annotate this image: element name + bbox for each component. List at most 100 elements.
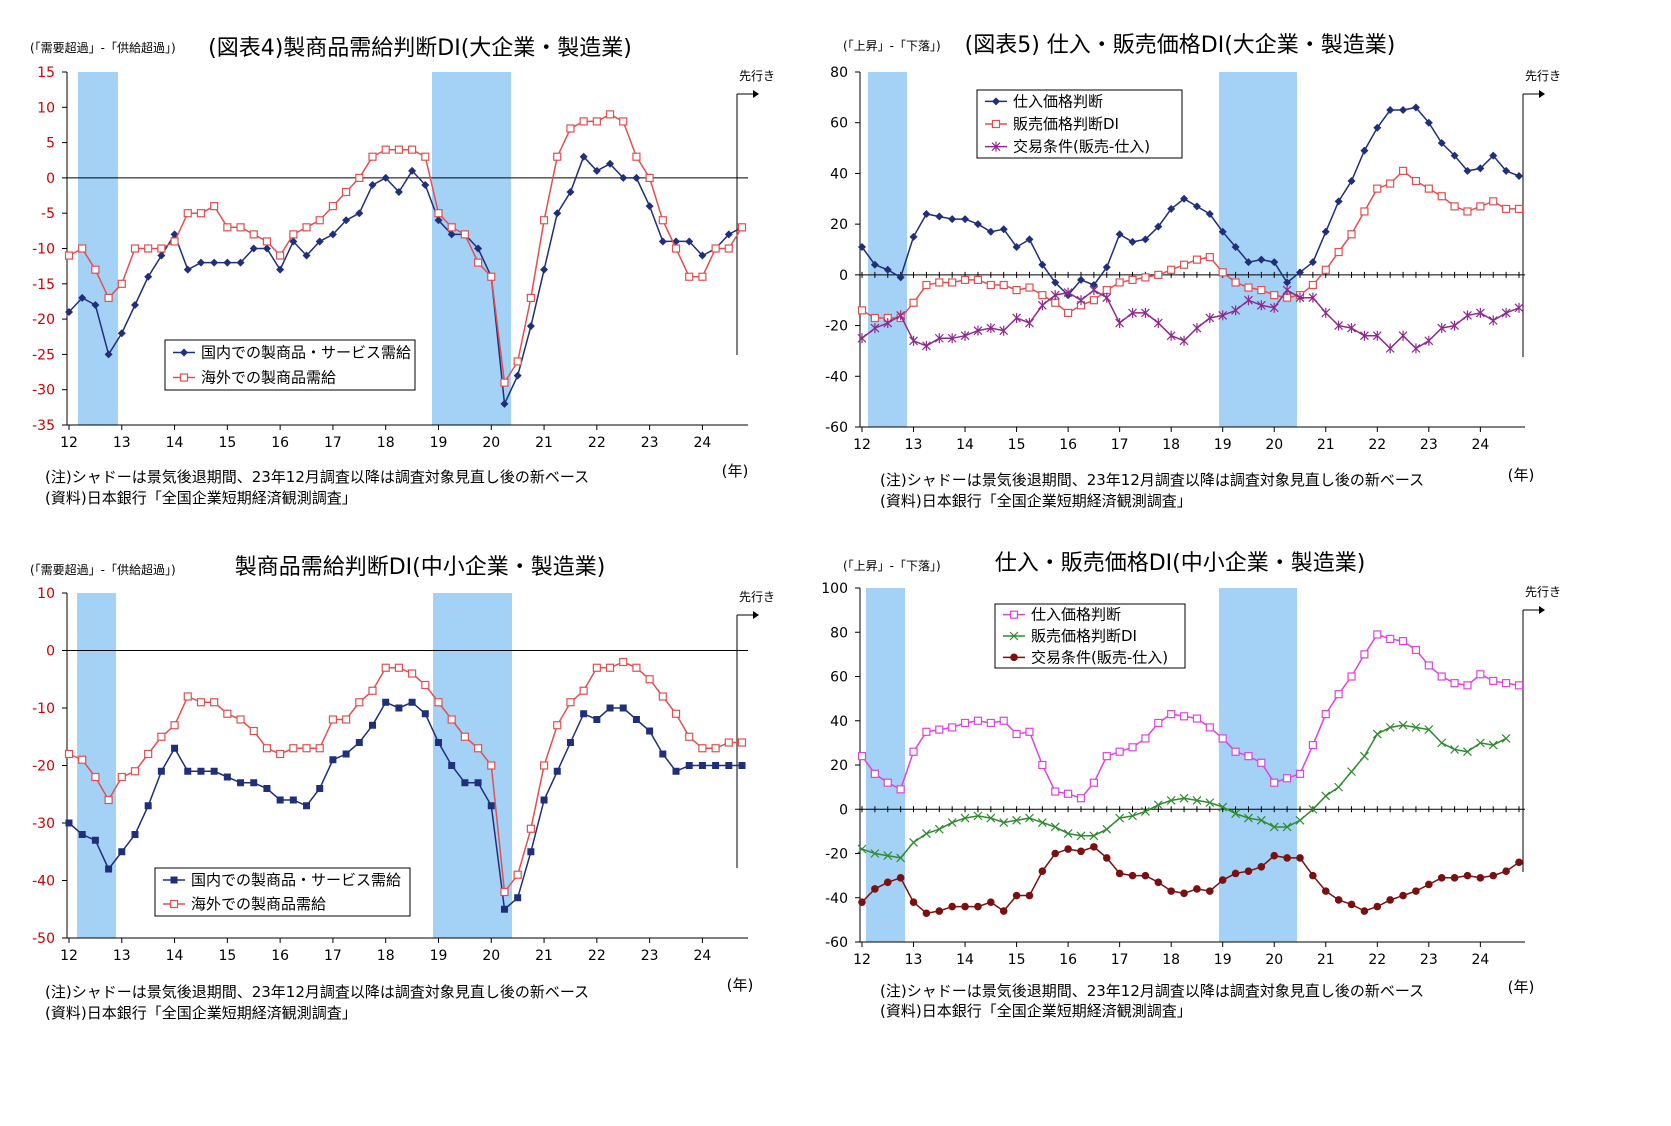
data-point [394, 145, 404, 154]
data-point [999, 280, 1008, 290]
data-point [553, 767, 561, 775]
data-point [992, 97, 1000, 106]
data-point [671, 709, 681, 718]
chart-panel-large-supply-demand: (図表4)製商品需給判断DI(大企業・製造業) (「需要超過」-「供給超過」) 15… [0, 0, 835, 555]
data-point [1489, 676, 1498, 686]
data-point [566, 739, 574, 746]
data-point [183, 692, 192, 701]
legend-label: 仕入価格判断 [1031, 606, 1121, 624]
data-point [1347, 900, 1356, 909]
data-point [1282, 285, 1292, 296]
x-tick-label: 22 [1368, 437, 1386, 453]
data-point [473, 744, 483, 753]
x-tick-label: 13 [113, 435, 131, 451]
series-line [861, 106, 1520, 297]
data-point [262, 744, 272, 753]
data-point [1437, 874, 1446, 882]
data-point [1064, 308, 1073, 317]
data-point [870, 260, 879, 269]
data-point [1102, 263, 1111, 272]
data-point [64, 749, 74, 759]
y-tick-label: -20 [32, 759, 55, 775]
data-point [593, 716, 601, 723]
data-point [447, 715, 456, 724]
data-point [276, 265, 285, 274]
legend-label: 販売価格判断DI [1013, 115, 1119, 133]
data-point [1269, 822, 1279, 832]
data-point [1025, 283, 1034, 292]
data-point [144, 272, 153, 281]
data-point [434, 209, 443, 218]
data-point [64, 251, 74, 260]
data-point [698, 251, 707, 260]
data-point [1154, 878, 1163, 887]
chart-svg: (図表4)製商品需給判断DI(大企業・製造業) (「需要超過」-「供給超過」) 15… [30, 36, 775, 507]
legend-label: 仕入価格判断 [1013, 92, 1103, 110]
data-point [1475, 307, 1485, 318]
data-point [237, 779, 245, 787]
data-point [566, 698, 575, 707]
x-tick-label: 18 [377, 435, 395, 451]
data-point [960, 275, 970, 285]
data-point [1386, 106, 1395, 115]
data-point [104, 350, 113, 359]
data-point [632, 152, 641, 161]
data-point [934, 333, 944, 344]
data-point [737, 738, 747, 747]
data-point [1077, 275, 1085, 284]
data-point [1140, 307, 1150, 318]
data-point [408, 698, 416, 706]
x-tick-label: 15 [218, 435, 236, 451]
legend-box [976, 89, 1183, 159]
x-tick-label: 14 [956, 952, 974, 968]
data-point [355, 739, 363, 746]
data-point [1373, 902, 1382, 911]
data-point [157, 767, 165, 775]
forecast-arrow-head [753, 90, 759, 98]
data-point [1012, 312, 1022, 323]
y-tick-label: -50 [32, 931, 55, 947]
data-point [1270, 258, 1279, 267]
data-point [1231, 809, 1241, 819]
data-point [1037, 300, 1047, 311]
data-point [1321, 227, 1330, 236]
data-point [698, 744, 707, 753]
data-point [1321, 710, 1330, 719]
data-point [1231, 305, 1241, 316]
data-point [118, 848, 126, 856]
data-point [1064, 845, 1072, 853]
data-point [1231, 869, 1240, 878]
x-tick-label: 13 [905, 437, 923, 453]
data-point [1295, 292, 1305, 303]
data-point [1012, 285, 1021, 295]
data-point [961, 902, 969, 911]
data-point [487, 761, 496, 770]
data-point [368, 152, 377, 161]
data-point [870, 323, 880, 334]
data-point [315, 744, 324, 753]
data-point [329, 756, 337, 764]
data-point [171, 744, 179, 752]
data-point [117, 279, 126, 288]
data-point [180, 348, 188, 357]
y-tick-label: 40 [830, 714, 848, 730]
data-point [1218, 268, 1227, 277]
data-point [223, 258, 232, 267]
data-point [1463, 747, 1472, 757]
data-point [1037, 818, 1047, 827]
data-point [1141, 273, 1150, 282]
data-point [514, 894, 522, 902]
data-point [857, 752, 867, 761]
data-point [1192, 255, 1202, 264]
data-point [289, 796, 297, 804]
data-point [144, 749, 153, 759]
data-point [973, 275, 983, 285]
data-point [1115, 747, 1124, 756]
data-point [1089, 285, 1099, 296]
data-point [1270, 778, 1279, 787]
y-tick-label: 20 [830, 758, 848, 774]
data-point [935, 212, 944, 221]
data-point [870, 849, 880, 858]
data-point [1476, 670, 1485, 679]
